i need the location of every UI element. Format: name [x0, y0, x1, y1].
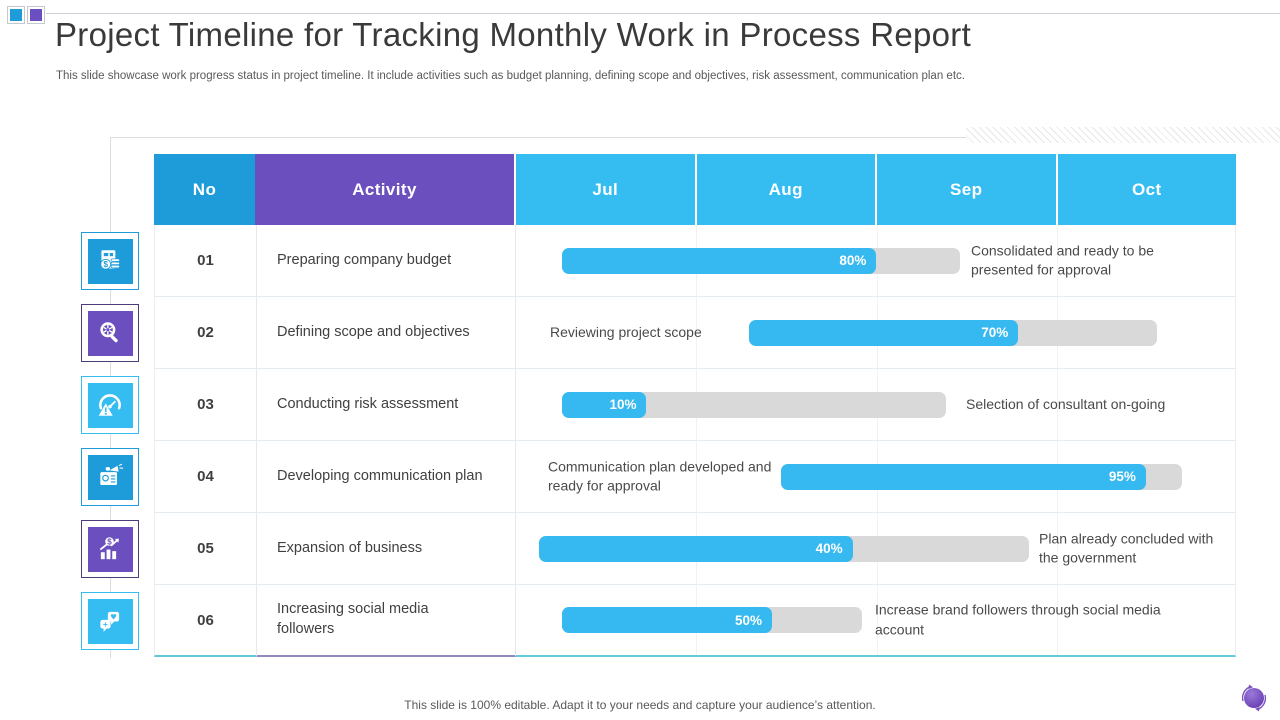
row-number: 01	[154, 225, 257, 297]
business-growth-icon: $	[81, 520, 139, 578]
progress-bar-fill: 40%	[539, 535, 853, 562]
svg-text:♥: ♥	[110, 613, 117, 622]
progress-bar-fill: 95%	[781, 463, 1146, 490]
header-month-sep: Sep	[877, 154, 1058, 225]
progress-bar: 95%	[781, 463, 1182, 490]
table-row: 05 Expansion of business 40% Plan alread…	[154, 513, 1236, 585]
progress-bar-fill: 10%	[562, 391, 647, 418]
social-media-icon: ♥ +	[81, 592, 139, 650]
progress-note: Increase brand followers through social …	[875, 601, 1161, 637]
header-no: No	[154, 154, 255, 225]
header-month-oct: Oct	[1057, 154, 1236, 225]
progress-note: Reviewing project scope	[550, 323, 702, 340]
top-divider-line	[46, 13, 1280, 14]
progress-percent-label: 80%	[839, 253, 867, 268]
svg-text:$: $	[107, 537, 112, 546]
header-month-aug: Aug	[696, 154, 877, 225]
decor-square-teal	[7, 6, 25, 24]
row-timeline-cell: 50% Increase brand followers through soc…	[516, 585, 1236, 657]
activity-label: Preparing company budget	[257, 225, 516, 297]
row-number: 03	[154, 369, 257, 441]
table-header-row: No Activity Jul Aug Sep Oct	[154, 154, 1236, 225]
row-timeline-cell: Communication plan developed and ready f…	[516, 441, 1236, 513]
progress-bar-fill: 50%	[562, 607, 772, 633]
row-number: 04	[154, 441, 257, 513]
row-timeline-cell: 40% Plan already concluded with the gove…	[516, 513, 1236, 585]
progress-bar: 80%	[562, 247, 960, 274]
progress-bar: 10%	[562, 391, 946, 418]
risk-gauge-warning-icon	[81, 376, 139, 434]
row-timeline-cell: 10% Selection of consultant on-going	[516, 369, 1236, 441]
refresh-sphere-icon	[1236, 680, 1272, 719]
progress-note: Selection of consultant on-going	[966, 395, 1166, 412]
activity-label: Expansion of business	[257, 513, 516, 585]
table-row: 02 Defining scope and objectives Reviewi…	[154, 297, 1236, 369]
row-number: 06	[154, 585, 257, 657]
editable-note: This slide is 100% editable. Adapt it to…	[404, 698, 876, 712]
communication-plan-icon	[81, 448, 139, 506]
svg-text:+: +	[103, 619, 108, 629]
hatch-pattern-band	[966, 127, 1280, 143]
row-number: 05	[154, 513, 257, 585]
header-activity: Activity	[255, 154, 516, 225]
budget-finance-icon: $	[81, 232, 139, 290]
page-title: Project Timeline for Tracking Monthly Wo…	[55, 16, 972, 53]
activity-label: Developing communication plan	[257, 441, 516, 513]
progress-percent-label: 10%	[609, 397, 637, 412]
progress-bar: 40%	[539, 535, 1029, 562]
row-timeline-cell: 80% Consolidated and ready to be present…	[516, 225, 1236, 297]
table-row: 04 Developing communication plan Communi…	[154, 441, 1236, 513]
progress-bar: 50%	[562, 607, 862, 633]
row-timeline-cell: Reviewing project scope 70%	[516, 297, 1236, 369]
progress-note: Consolidated and ready to be presented f…	[971, 241, 1154, 278]
table-row: 01 Preparing company budget 80% Consolid…	[154, 225, 1236, 297]
progress-percent-label: 70%	[981, 325, 1009, 340]
activity-label: Conducting risk assessment	[257, 369, 516, 441]
progress-percent-label: 95%	[1108, 469, 1136, 484]
svg-text:$: $	[103, 260, 108, 269]
activity-label: Defining scope and objectives	[257, 297, 516, 369]
progress-percent-label: 50%	[734, 612, 762, 628]
progress-bar: 70%	[749, 319, 1157, 346]
progress-percent-label: 40%	[815, 541, 843, 556]
table-row: 03 Conducting risk assessment 10% Select…	[154, 369, 1236, 441]
progress-bar-fill: 80%	[562, 247, 877, 274]
progress-bar-fill: 70%	[749, 319, 1019, 346]
progress-note: Plan already concluded with the governme…	[1039, 529, 1214, 566]
activity-label: Increasing social media followers	[257, 585, 516, 657]
decor-square-purple	[27, 6, 45, 24]
table-row: 06 Increasing social media followers 50%…	[154, 585, 1236, 657]
timeline-table: No Activity Jul Aug Sep Oct 01 Preparing…	[154, 154, 1236, 657]
scope-search-gear-icon	[81, 304, 139, 362]
slide-subtitle: This slide showcase work progress status…	[56, 70, 965, 82]
header-month-jul: Jul	[516, 154, 697, 225]
progress-note: Communication plan developed and ready f…	[548, 457, 772, 494]
row-number: 02	[154, 297, 257, 369]
timeline-horizontal-line	[110, 137, 966, 138]
